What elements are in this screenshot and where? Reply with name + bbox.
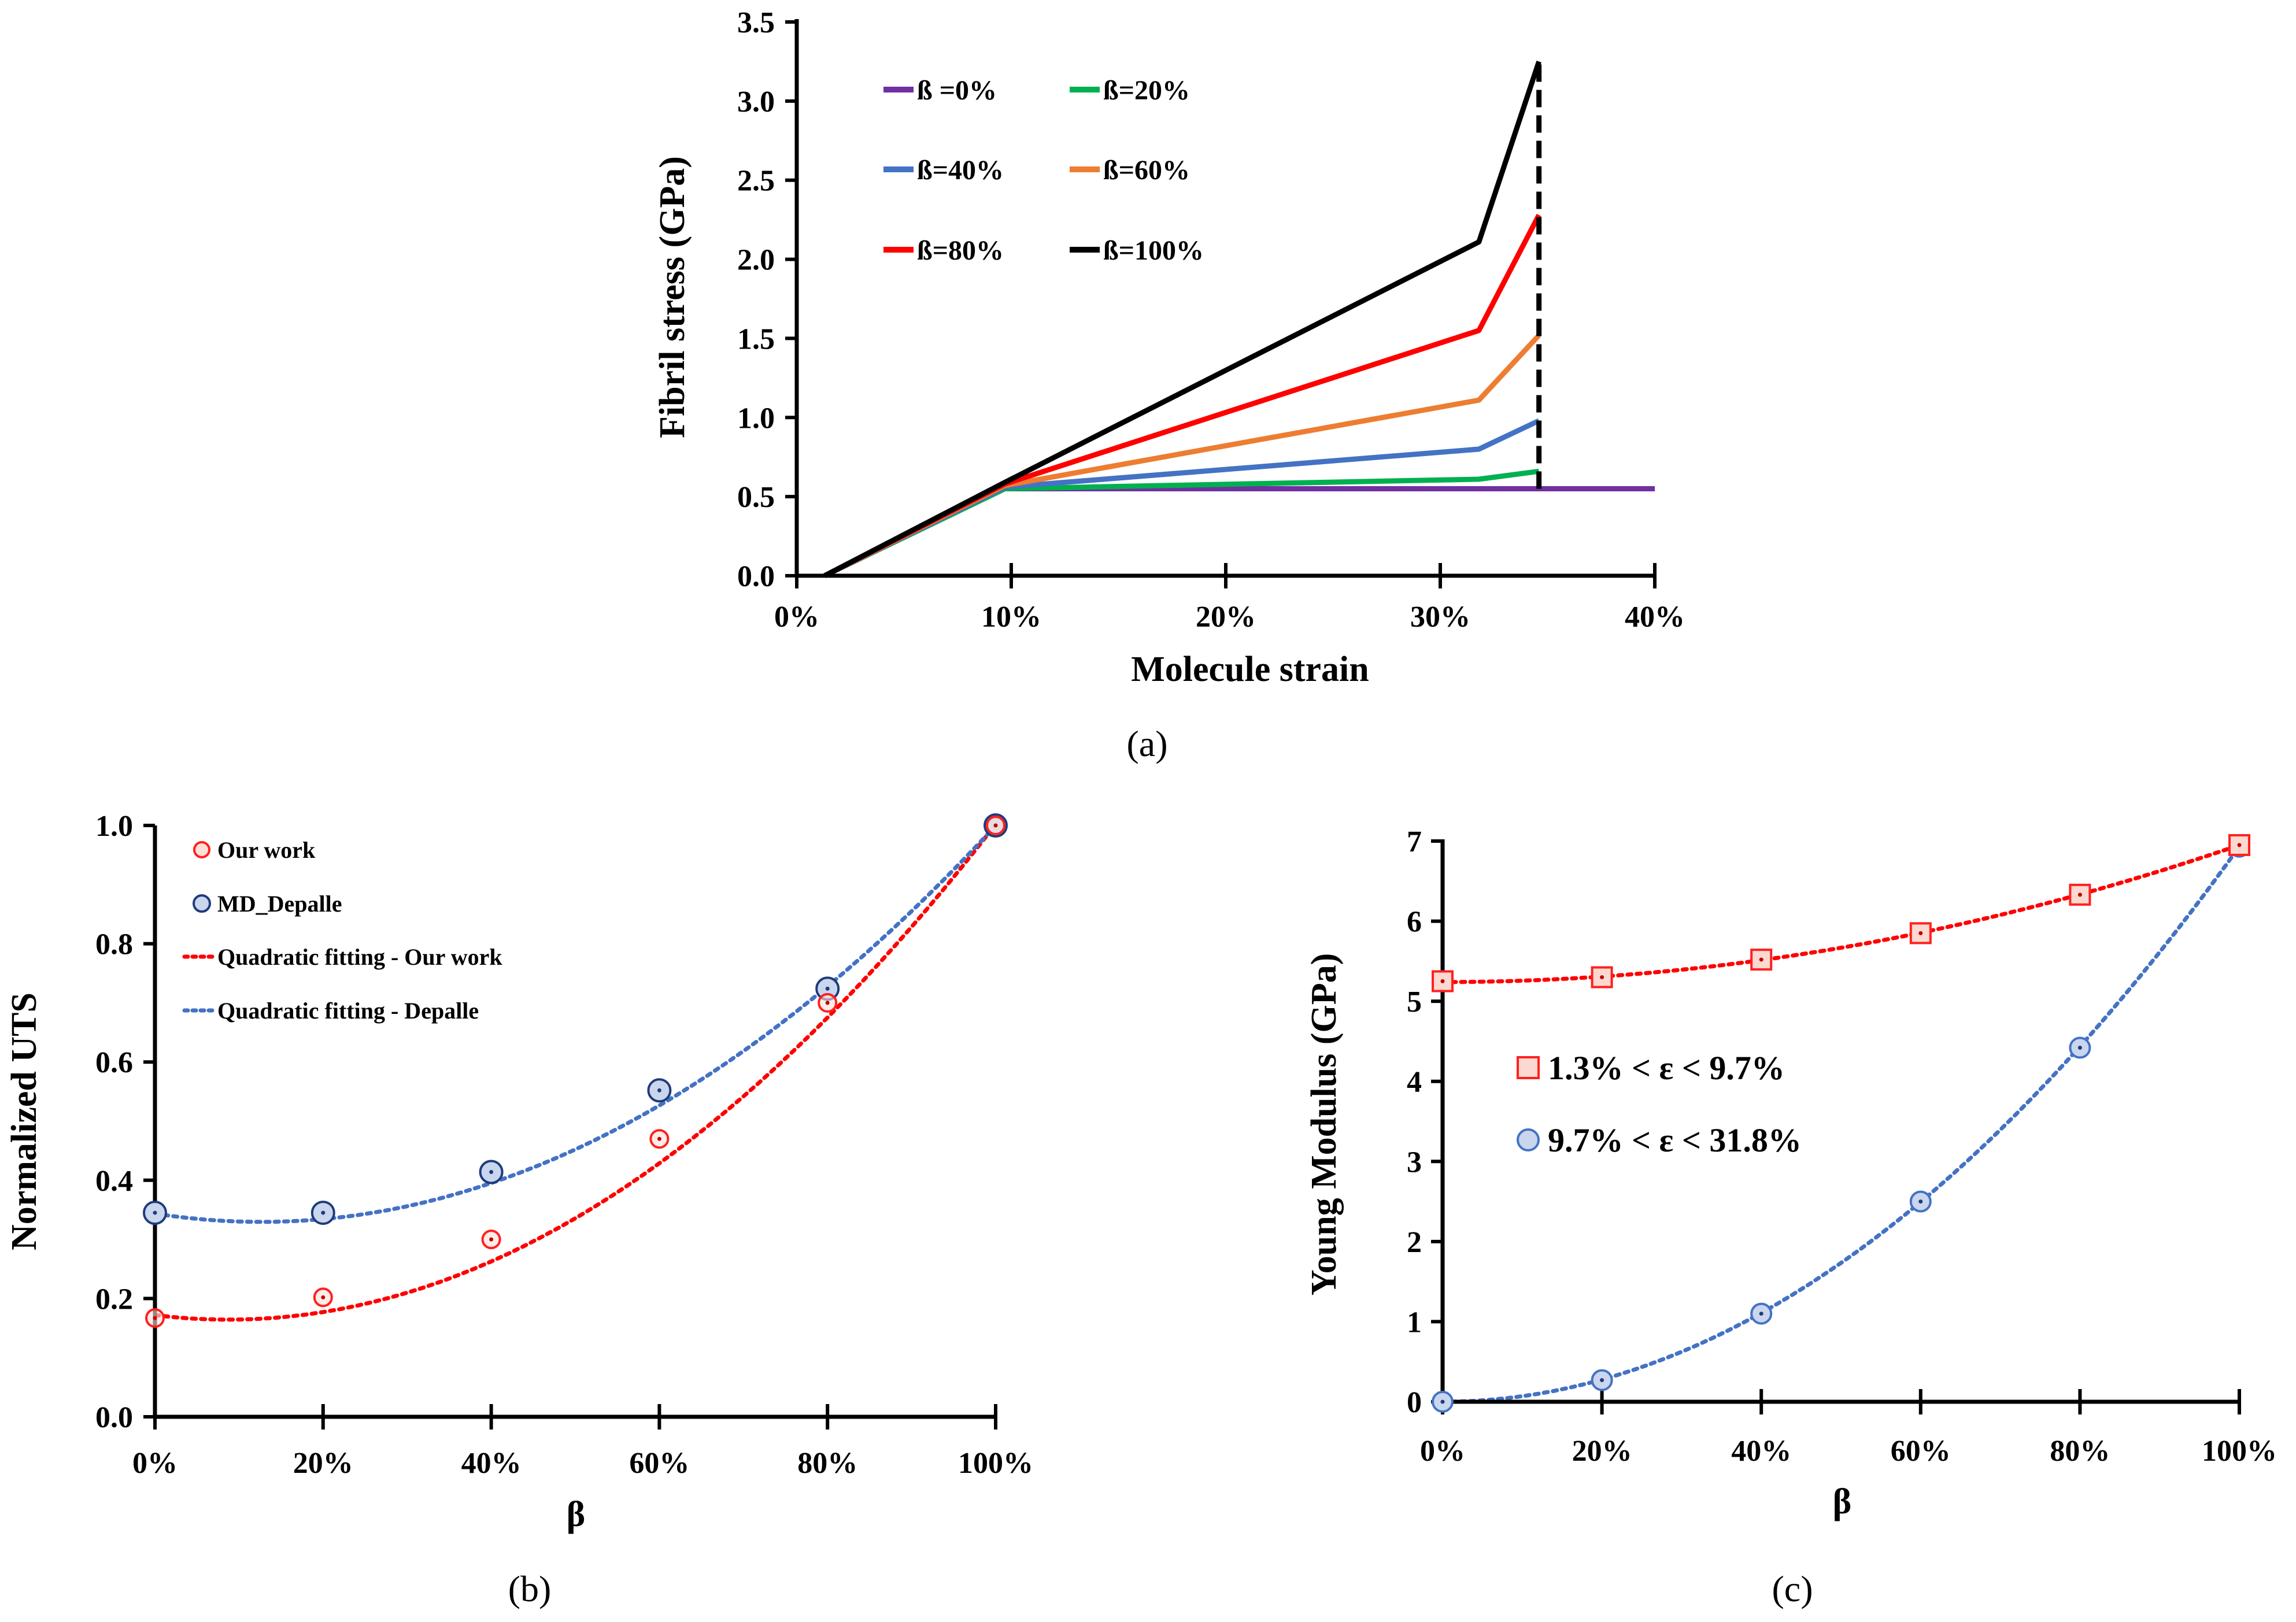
b-caption: (b): [508, 1568, 552, 1609]
c-y-tick-label: 1: [1407, 1306, 1422, 1339]
b-x-axis-title: β: [567, 1495, 586, 1534]
a-y-tick-label: 1.5: [737, 323, 775, 355]
b-legend-marker-our-work: [193, 841, 210, 858]
c-y-tick-label: 2: [1407, 1226, 1422, 1259]
a-y-tick-label: 0.5: [737, 481, 775, 514]
c-fit-curve-0: [1440, 843, 2242, 984]
a-y-tick-label: 3.5: [737, 6, 775, 39]
c-point-square-center: [1440, 979, 1445, 983]
c-y-tick-label: 5: [1407, 986, 1422, 1019]
a-legend-label-5: ß=100%: [1103, 235, 1204, 266]
b-x-tick-label: 20%: [293, 1447, 353, 1480]
c-fit-curve-1: [1440, 845, 2242, 1404]
a-legend-label-1: ß=20%: [1103, 75, 1190, 106]
b-point-our-work-center: [489, 1237, 494, 1242]
c-x-tick-label: 40%: [1731, 1435, 1791, 1468]
a-legend-label-2: ß=40%: [917, 155, 1004, 186]
c-point-square-center: [1759, 957, 1763, 962]
c-point-circle-center: [1440, 1399, 1445, 1404]
c-y-tick-label: 0: [1407, 1386, 1422, 1419]
b-y-tick-label: 0.2: [95, 1283, 133, 1316]
b-point-our-work-center: [825, 1001, 830, 1005]
c-x-tick-label: 20%: [1572, 1435, 1632, 1468]
a-x-axis-title: Molecule strain: [1131, 650, 1369, 689]
c-legend-marker-square: [1517, 1056, 1540, 1079]
b-legend-marker-depalle: [193, 894, 211, 913]
c-point-square-center: [2237, 843, 2242, 847]
b-legend-fit-label-1: Quadratic fitting - Depalle: [217, 998, 479, 1024]
c-point-square-center: [1600, 975, 1604, 980]
c-x-tick-label: 0%: [1420, 1435, 1465, 1468]
b-y-tick-label: 1.0: [95, 810, 133, 843]
a-legend-label-3: ß=60%: [1103, 155, 1190, 186]
c-legend-marker-circle: [1517, 1128, 1540, 1151]
b-point-depalle-center: [657, 1088, 661, 1093]
a-y-tick-label: 3.0: [737, 86, 775, 118]
a-series-line-0: [823, 486, 1655, 579]
c-legend-label-square: 1.3% < ε < 9.7%: [1548, 1049, 1785, 1087]
c-x-tick-label: 100%: [2202, 1435, 2277, 1468]
c-point-circle-center: [1759, 1312, 1763, 1316]
b-point-depalle-center: [825, 986, 830, 991]
b-x-tick-label: 0%: [132, 1447, 178, 1480]
a-caption: (a): [1126, 723, 1167, 764]
panel-b-normalized-uts-chart: 0.0 0.2 0.4 0.6 0.8 1.0 0% 20% 40% 60% 80% 100% Our…: [5, 810, 1033, 1609]
b-legend-fit-label-0: Quadratic fitting - Our work: [217, 944, 502, 970]
panel-c-young-modulus-chart: 0 1 2 3 4 5 6 7 0% 20% 40% 60% 80% 100% 1.3% < ε < 9.…: [1304, 825, 2277, 1609]
b-y-tick-label: 0.0: [95, 1401, 133, 1434]
c-legend-label-circle: 9.7% < ε < 31.8%: [1548, 1121, 1802, 1159]
a-y-tick-label: 2.0: [737, 244, 775, 277]
c-x-axis-title: β: [1833, 1482, 1852, 1521]
a-y-axis-title: Fibril stress (GPa): [653, 156, 692, 438]
b-point-our-work-center: [657, 1136, 661, 1141]
b-fit-curve-0: [153, 822, 998, 1322]
a-series-line-2: [823, 418, 1540, 579]
b-x-tick-label: 80%: [797, 1447, 857, 1480]
a-x-tick-label: 40%: [1625, 601, 1685, 634]
b-point-our-work-center: [153, 1316, 157, 1320]
c-y-tick-label: 3: [1407, 1146, 1422, 1179]
b-y-tick-label: 0.8: [95, 928, 133, 961]
b-point-depalle-center: [489, 1169, 494, 1174]
b-x-tick-label: 40%: [461, 1447, 522, 1480]
b-y-axis-title: Normalized UTS: [5, 993, 44, 1250]
panel-a-stress-strain-chart: 0.0 0.5 1.0 1.5 2.0 2.5 3.0 3.5 0% 10% 20% 30% 40% ß…: [653, 6, 1685, 764]
b-y-tick-label: 0.6: [95, 1046, 133, 1079]
c-y-tick-label: 7: [1407, 825, 1422, 858]
c-point-square: [2228, 834, 2250, 856]
b-point-depalle-center: [321, 1210, 326, 1215]
a-legend-label-0: ß =0%: [917, 75, 997, 106]
c-point-circle-center: [1600, 1378, 1604, 1383]
b-point-our-work-center: [321, 1295, 326, 1299]
b-x-tick-label: 60%: [629, 1447, 689, 1480]
a-y-tick-label: 1.0: [737, 402, 775, 435]
c-y-tick-label: 6: [1407, 906, 1422, 939]
b-y-tick-label: 0.4: [95, 1165, 133, 1198]
a-legend-label-4: ß=80%: [917, 235, 1004, 266]
b-legend-label-depalle: MD_Depalle: [217, 891, 342, 917]
a-y-tick-label: 2.5: [737, 165, 775, 198]
c-y-axis-title: Young Modulus (GPa): [1304, 953, 1344, 1296]
b-fit-curve-1: [153, 823, 998, 1224]
c-point-square: [1909, 922, 1932, 945]
b-point-depalle-center: [153, 1210, 157, 1215]
a-x-tick-label: 10%: [981, 601, 1041, 634]
c-x-tick-label: 60%: [1891, 1435, 1951, 1468]
c-y-tick-label: 4: [1407, 1066, 1422, 1099]
a-x-tick-label: 20%: [1196, 601, 1256, 634]
c-x-tick-label: 80%: [2050, 1435, 2110, 1468]
c-point-circle-center: [1918, 1199, 1923, 1204]
a-x-tick-label: 30%: [1410, 601, 1470, 634]
c-caption: (c): [1772, 1568, 1813, 1609]
a-x-tick-label: 0%: [774, 601, 819, 634]
c-point-square-center: [2077, 893, 2082, 897]
b-point-our-work-center: [993, 823, 998, 828]
b-x-tick-label: 100%: [958, 1447, 1033, 1480]
c-point-circle-center: [2077, 1046, 2082, 1050]
c-point-square-center: [1918, 931, 1923, 935]
a-y-tick-label: 0.0: [737, 560, 775, 593]
a-series-line-5: [823, 60, 1541, 578]
b-legend-label-our-work: Our work: [217, 837, 316, 863]
